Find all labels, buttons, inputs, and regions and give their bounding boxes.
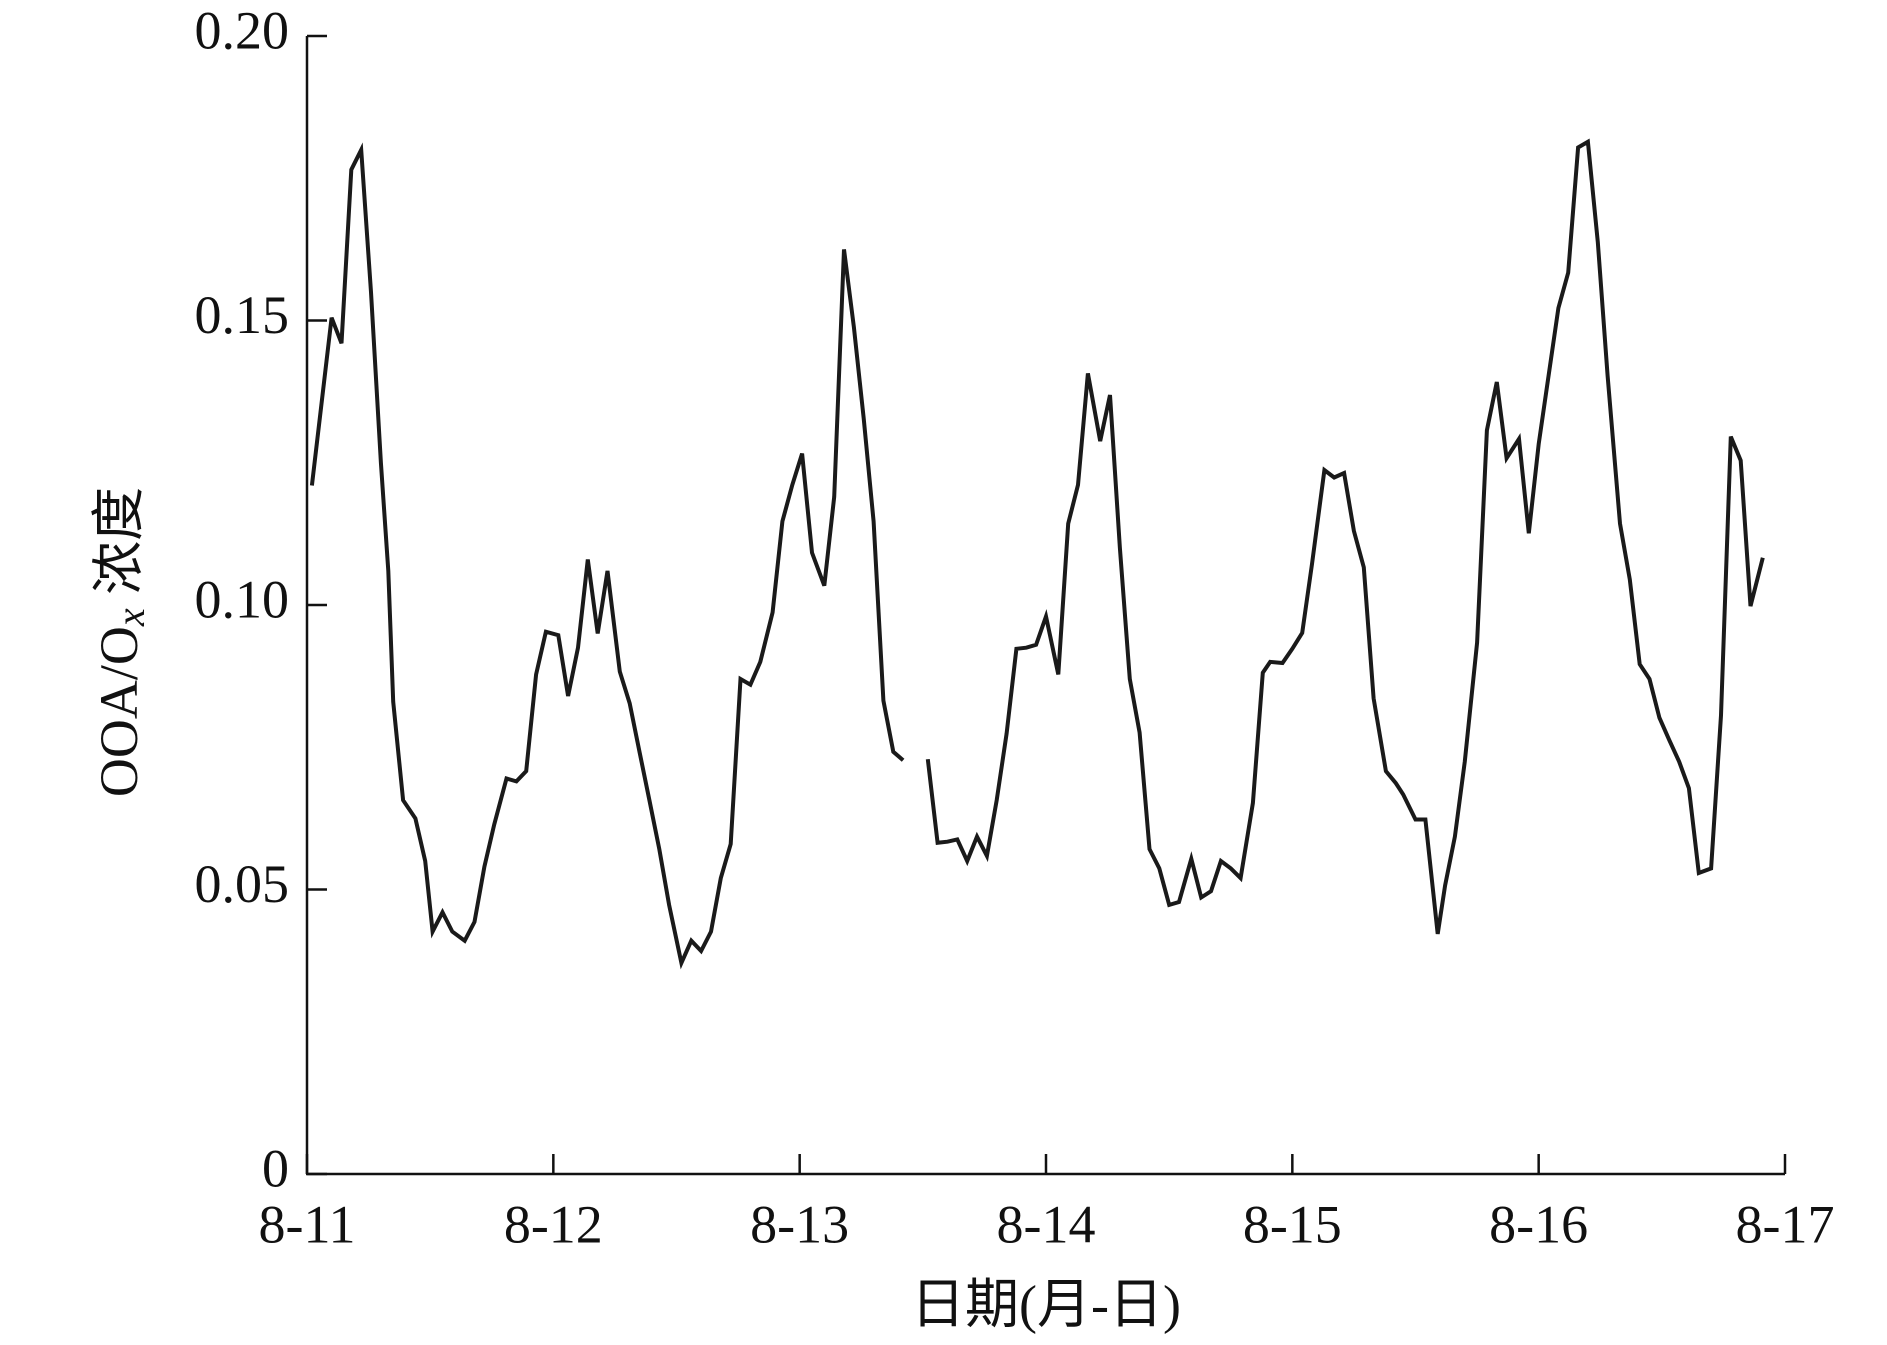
data-line: [309, 138, 1765, 970]
x-tick-label: 8-12: [504, 1194, 603, 1254]
x-tick-label: 8-14: [997, 1194, 1096, 1254]
x-tick-label: 8-17: [1736, 1194, 1835, 1254]
x-axis-label: 日期(月-日): [911, 1274, 1181, 1334]
x-tick-label: 8-16: [1489, 1194, 1588, 1254]
y-label-unit: 浓度: [89, 487, 149, 609]
y-tick-label: 0.05: [195, 854, 290, 914]
x-tick-label: 8-11: [259, 1194, 356, 1254]
x-tick-label: 8-13: [750, 1194, 849, 1254]
y-tick-label: 0.10: [195, 569, 290, 629]
y-tick-label: 0: [262, 1138, 289, 1198]
y-tick-label: 0.15: [195, 285, 290, 345]
y-label-sub: x: [108, 608, 153, 627]
y-axis-label: OOA/Ox 浓度: [89, 487, 153, 797]
x-tick-label: 8-15: [1243, 1194, 1342, 1254]
y-tick-label: 0.20: [195, 0, 290, 60]
y-label-main: OOA/O: [89, 626, 149, 797]
